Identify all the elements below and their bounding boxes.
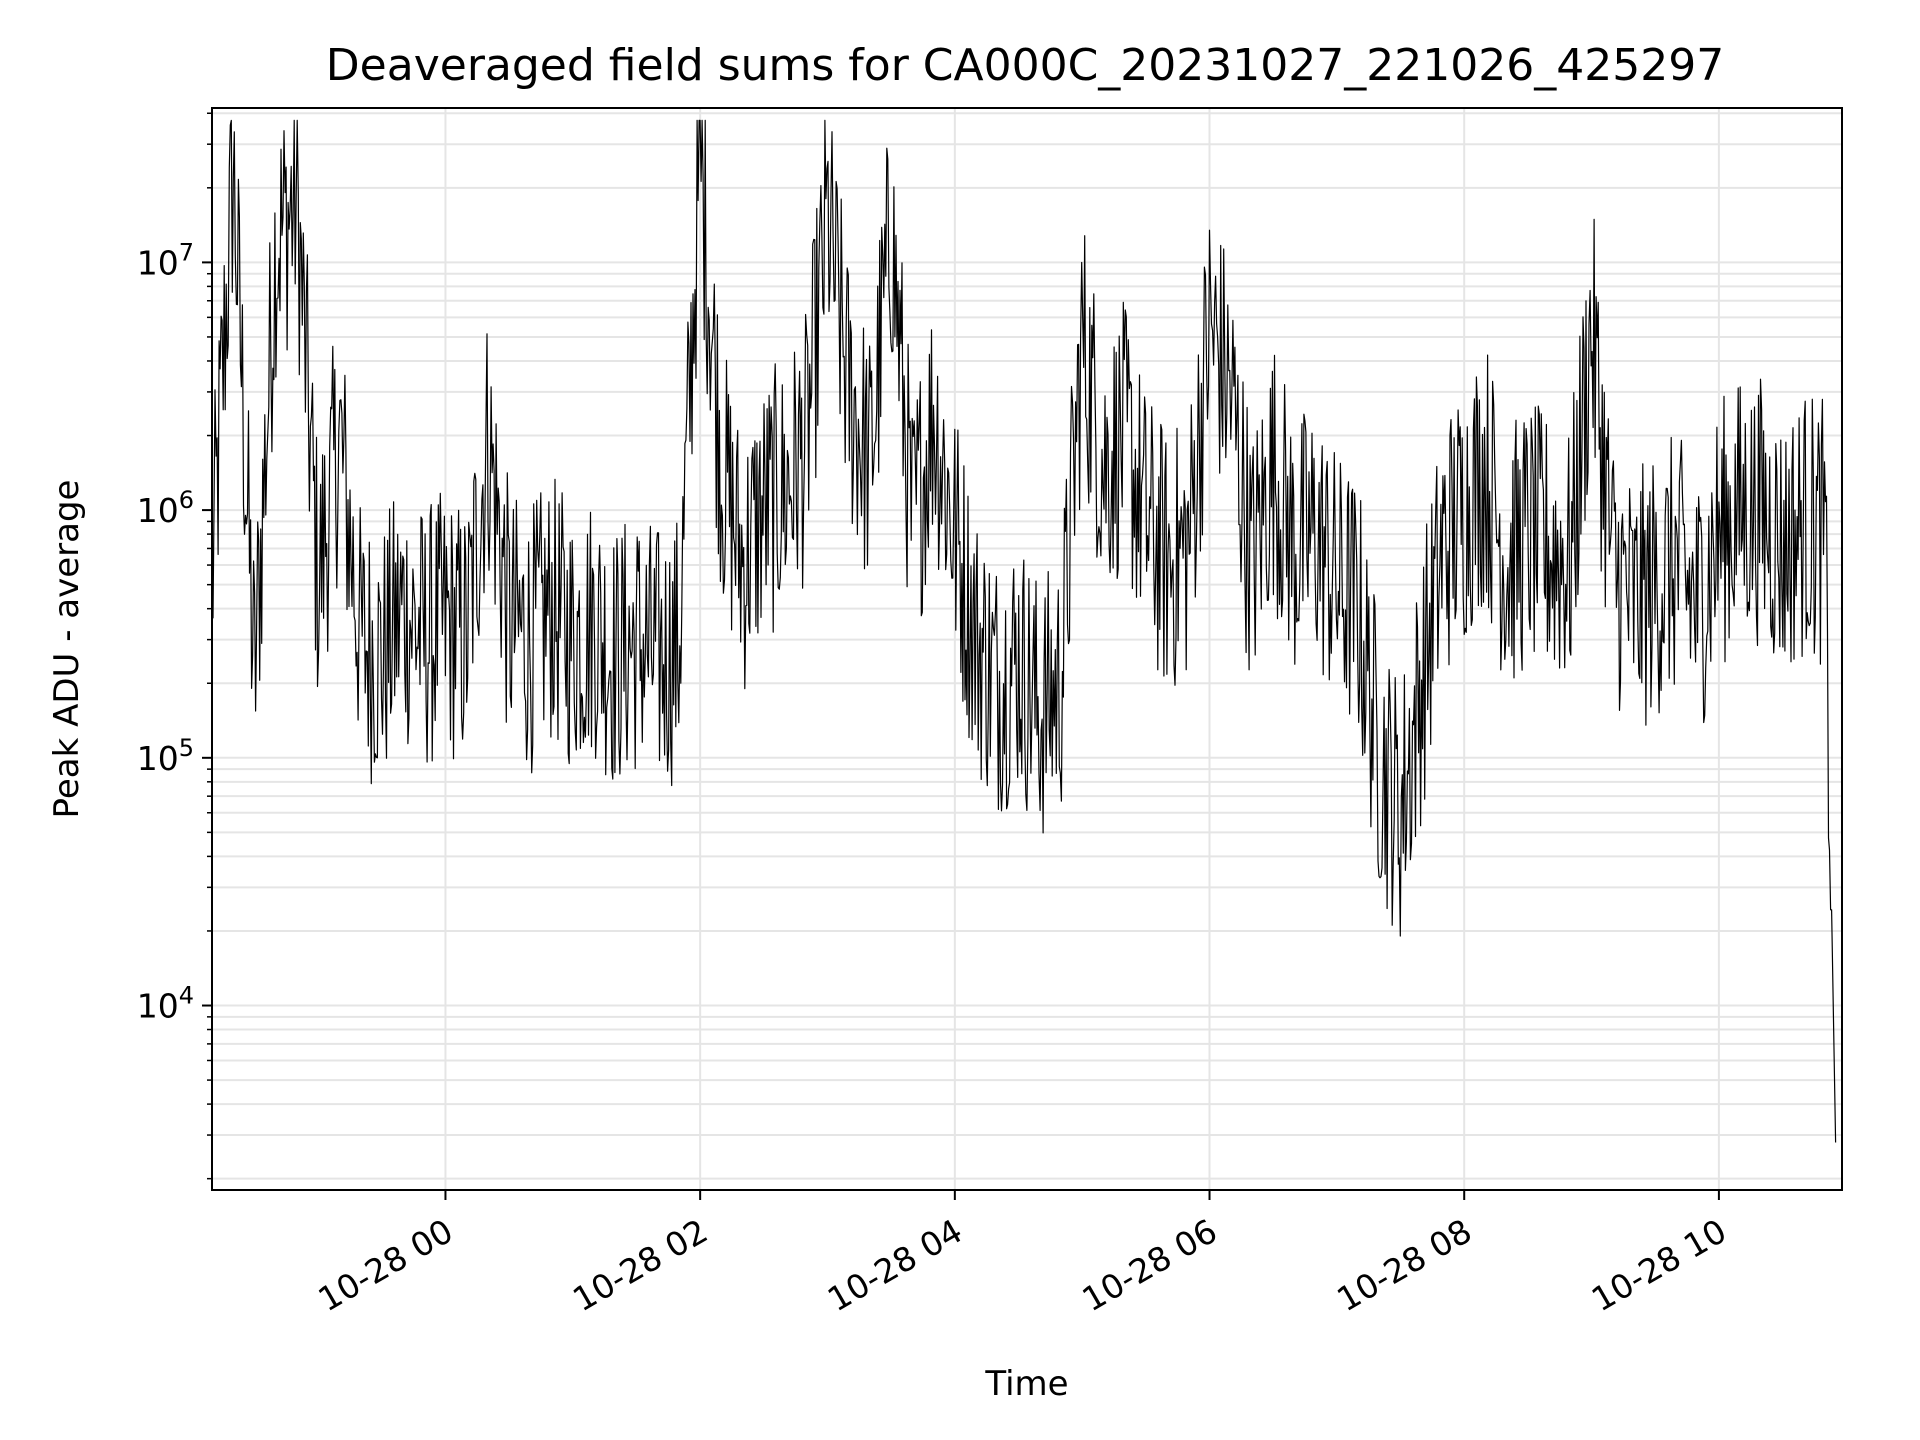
y-tick-label: 106 [137,486,194,530]
y-tick-label: 104 [137,982,194,1026]
x-axis-label: Time [984,1364,1068,1404]
plot-frame [211,107,1843,1191]
y-tick-label: 107 [137,238,194,282]
y-axis-label: Peak ADU - average [47,480,87,819]
chart-title: Deaveraged field sums for CA000C_2023102… [326,40,1724,91]
series-line [211,119,1837,1143]
y-tick-label: 105 [137,734,194,778]
y-axis: 104 105 106 107 [137,112,212,1180]
data-series [211,119,1837,1143]
grid [212,108,1842,1190]
